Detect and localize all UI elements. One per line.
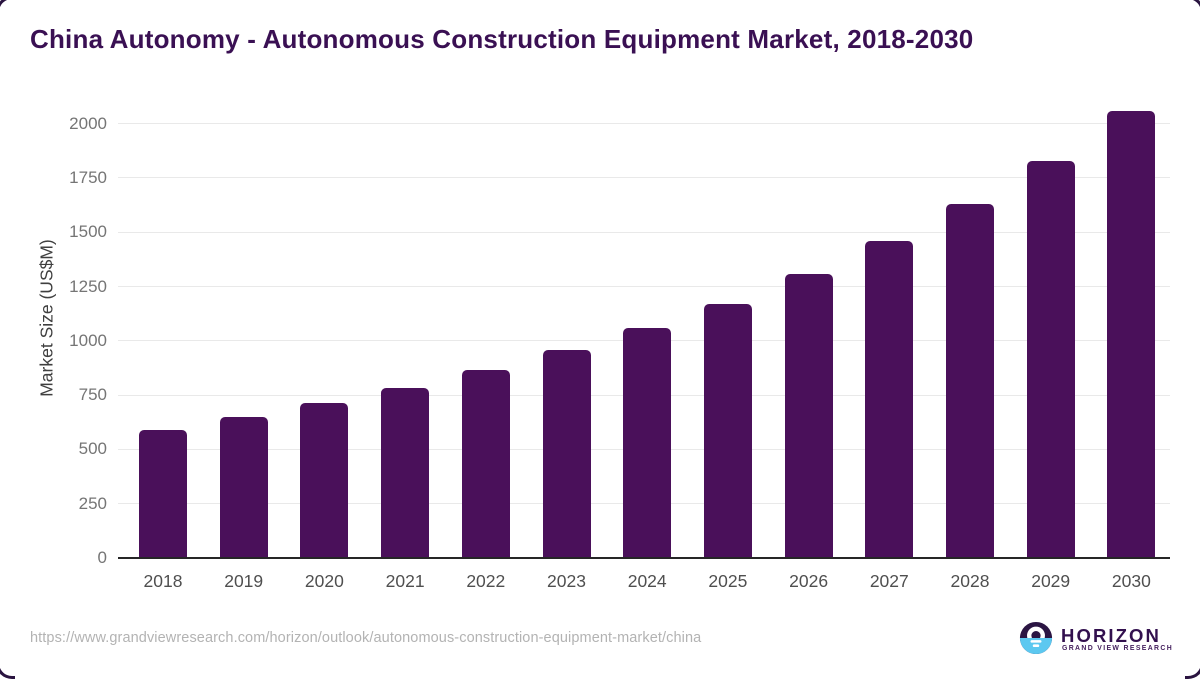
y-tick-label: 1000 bbox=[69, 330, 107, 350]
bar-2021 bbox=[381, 387, 430, 558]
y-tick-label: 500 bbox=[78, 439, 107, 459]
x-tick-label: 2021 bbox=[385, 571, 425, 591]
x-tick-label: 2030 bbox=[1111, 571, 1151, 591]
y-tick-label: 1250 bbox=[69, 276, 107, 296]
gridline-1500 bbox=[118, 231, 1170, 233]
y-axis-title: Market Size (US$M) bbox=[36, 239, 57, 397]
source-url: https://www.grandviewresearch.com/horizo… bbox=[30, 630, 702, 646]
x-tick-label: 2018 bbox=[143, 571, 183, 591]
bar-2027 bbox=[865, 241, 914, 558]
chart-title: China Autonomy - Autonomous Construction… bbox=[30, 24, 974, 54]
x-tick-label: 2022 bbox=[466, 571, 506, 591]
bar-2025 bbox=[703, 303, 752, 558]
bar-2026 bbox=[784, 274, 833, 558]
horizon-sunrise-icon bbox=[1019, 621, 1053, 655]
bar-2024 bbox=[623, 327, 672, 558]
logo-subtitle: GRAND VIEW RESEARCH bbox=[1062, 645, 1174, 652]
x-tick-label: 2026 bbox=[789, 571, 829, 591]
bar-2023 bbox=[542, 349, 591, 558]
x-tick-label: 2028 bbox=[950, 571, 990, 591]
gridline-1750 bbox=[118, 177, 1170, 179]
bar-2030 bbox=[1107, 111, 1156, 558]
x-tick-label: 2020 bbox=[304, 571, 344, 591]
gridline-2000 bbox=[118, 123, 1170, 125]
y-tick-label: 1500 bbox=[69, 222, 107, 242]
x-axis-line bbox=[118, 557, 1170, 559]
bar-2028 bbox=[946, 203, 994, 558]
y-tick-label: 2000 bbox=[69, 113, 107, 133]
y-tick-label: 750 bbox=[78, 385, 107, 405]
bar-2018 bbox=[139, 429, 187, 558]
x-tick-label: 2025 bbox=[708, 571, 748, 591]
y-tick-label: 1750 bbox=[69, 167, 107, 187]
x-tick-label: 2023 bbox=[547, 571, 586, 591]
x-tick-label: 2027 bbox=[869, 571, 909, 591]
gridline-1250 bbox=[118, 286, 1170, 287]
bar-2029 bbox=[1026, 161, 1075, 558]
x-tick-label: 2029 bbox=[1031, 571, 1071, 591]
y-tick-label: 250 bbox=[78, 493, 107, 513]
bar-2022 bbox=[461, 369, 510, 558]
bar-2020 bbox=[300, 402, 349, 558]
y-tick-label: 0 bbox=[97, 548, 107, 567]
x-tick-label: 2024 bbox=[627, 571, 667, 591]
x-tick-label: 2019 bbox=[224, 571, 264, 591]
logo-wordmark: HORIZON bbox=[1061, 625, 1162, 646]
horizon-logo: HORIZON GRAND VIEW RESEARCH bbox=[1019, 620, 1172, 660]
bar-2019 bbox=[219, 417, 268, 558]
